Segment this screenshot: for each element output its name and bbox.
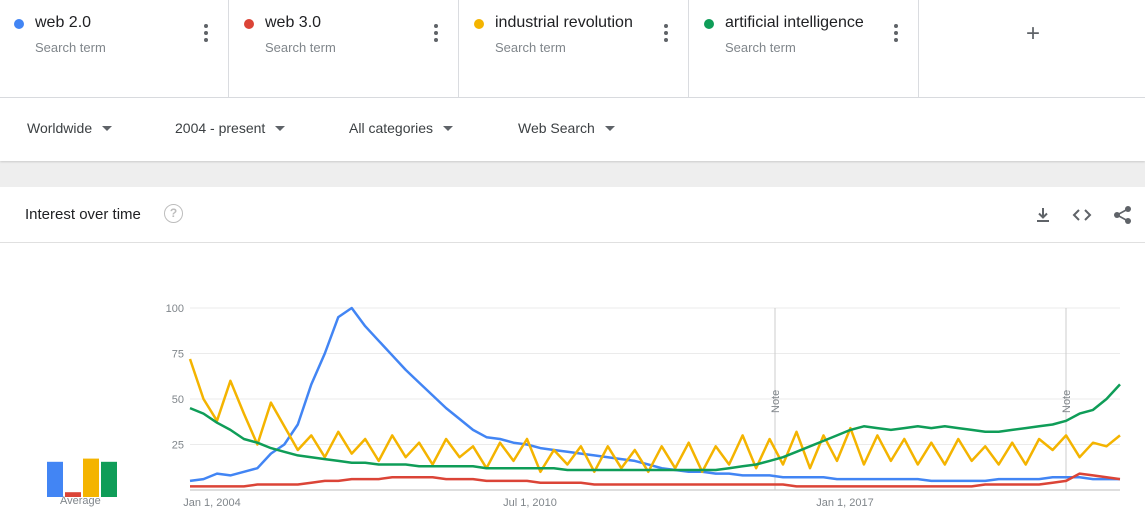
search-type-dropdown[interactable]: Web Search [518,120,615,136]
series-line-web-2-0 [189,306,1120,483]
term-card-industrial-revolution[interactable]: industrial revolution Search term [460,0,689,97]
add-comparison-button[interactable]: + [921,0,1145,97]
term-subtitle: Search term [35,40,106,55]
card-title: Interest over time [25,206,141,223]
average-bar [47,461,63,497]
term-name[interactable]: industrial revolution [495,14,633,31]
term-card-web-2-0[interactable]: web 2.0 Search term [0,0,229,97]
average-bars [47,458,117,497]
share-icon[interactable] [1112,204,1134,226]
average-label: Average [60,495,101,507]
term-card-web-3-0[interactable]: web 3.0 Search term [230,0,459,97]
help-icon[interactable]: ? [164,204,183,223]
term-name[interactable]: web 2.0 [35,14,92,31]
x-tick-label: Jan 1, 2017 [816,497,874,509]
plus-icon: + [1026,20,1041,47]
search-terms-bar: web 2.0 Search term web 3.0 Search term … [0,0,1145,98]
category-label: All categories [349,120,434,136]
term-name[interactable]: artificial intelligence [725,14,864,31]
more-vert-icon[interactable] [664,24,668,42]
term-card-artificial-intelligence[interactable]: artificial intelligence Search term [690,0,919,97]
download-icon[interactable] [1032,204,1054,226]
filters-bar: Worldwide 2004 - present All categories … [0,98,1145,161]
series-line-web-3-0 [190,472,1121,488]
chevron-down-icon [102,125,113,131]
x-tick-label: Jan 1, 2004 [183,497,241,509]
interest-over-time-chart: 100 75 50 25 Jan 1, 2004 Jul 1, 2010 Jan 1, 20… [166,303,1121,509]
series-line-industrial-revolution [188,358,1121,474]
y-tick-label: 100 [166,303,184,315]
term-subtitle: Search term [265,40,336,55]
category-dropdown[interactable]: All categories [349,120,454,136]
region-dropdown[interactable]: Worldwide [27,120,113,136]
average-bar [65,492,81,497]
series-color-dot [244,19,254,29]
term-subtitle: Search term [495,40,566,55]
average-bar [83,458,99,497]
region-label: Worldwide [27,120,93,136]
y-tick-label: 50 [172,394,184,406]
term-name[interactable]: web 3.0 [265,14,322,31]
more-vert-icon[interactable] [434,24,438,42]
series-color-dot [474,19,484,29]
chevron-down-icon [275,125,286,131]
series-line-artificial-intelligence [189,383,1121,472]
time-range-dropdown[interactable]: 2004 - present [175,120,286,136]
average-bar [101,461,117,497]
note-label: Note [770,390,782,413]
y-tick-label: 75 [172,349,184,361]
series-color-dot [704,19,714,29]
chevron-down-icon [604,125,615,131]
search-type-label: Web Search [518,120,595,136]
card-header: Interest over time ? [0,187,1145,243]
x-tick-label: Jul 1, 2010 [503,497,557,509]
more-vert-icon[interactable] [894,24,898,42]
note-label: Note [1061,390,1073,413]
more-vert-icon[interactable] [204,24,208,42]
time-range-label: 2004 - present [175,120,266,136]
embed-code-icon[interactable] [1071,204,1093,226]
chevron-down-icon [443,125,454,131]
y-tick-label: 25 [172,440,184,452]
series-color-dot [14,19,24,29]
term-subtitle: Search term [725,40,796,55]
